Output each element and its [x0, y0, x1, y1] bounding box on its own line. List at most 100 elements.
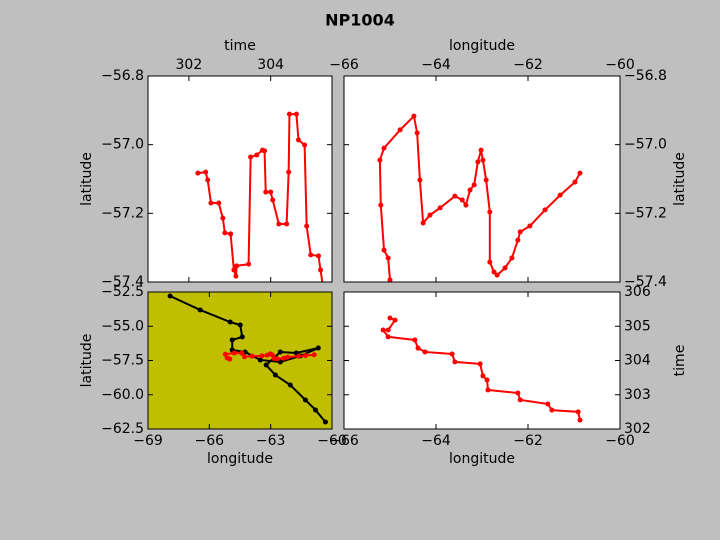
- point: [295, 137, 301, 143]
- point: [308, 252, 314, 258]
- point: [231, 350, 237, 356]
- point: [274, 356, 280, 362]
- point: [315, 345, 321, 351]
- point: [392, 317, 398, 323]
- point: [249, 353, 255, 359]
- point: [515, 390, 521, 396]
- x-tick-label: −66: [329, 57, 359, 73]
- plot-content: [167, 293, 328, 425]
- point: [515, 237, 521, 243]
- point: [449, 351, 455, 357]
- point: [233, 273, 239, 279]
- point: [287, 382, 293, 388]
- point: [228, 231, 234, 237]
- point: [167, 293, 173, 299]
- point: [304, 223, 310, 229]
- point: [257, 357, 263, 363]
- point: [302, 353, 308, 359]
- point: [411, 113, 417, 119]
- y-tick-label: −55.0: [101, 318, 144, 334]
- point: [381, 247, 387, 253]
- y-tick-label: −57.4: [624, 274, 667, 290]
- point: [284, 221, 290, 227]
- point: [241, 354, 247, 360]
- point: [270, 197, 276, 203]
- point: [197, 307, 203, 313]
- point: [293, 111, 299, 117]
- plot-area: [344, 76, 620, 282]
- point: [517, 229, 523, 235]
- y-tick-label: −56.8: [101, 68, 144, 84]
- point: [467, 187, 473, 193]
- point: [420, 220, 426, 226]
- point: [480, 373, 486, 379]
- point: [222, 351, 228, 357]
- point: [378, 202, 384, 208]
- point: [527, 223, 533, 229]
- y-tick-label: −52.5: [101, 284, 144, 300]
- point: [302, 397, 308, 403]
- point: [208, 200, 214, 206]
- point: [239, 334, 245, 340]
- plot-content: [380, 315, 583, 423]
- point: [262, 148, 268, 154]
- point: [285, 354, 291, 360]
- point: [381, 145, 387, 151]
- y-tick-label: 306: [624, 284, 651, 300]
- point: [387, 315, 393, 321]
- point: [452, 359, 458, 365]
- y-tick-label: −57.5: [101, 353, 144, 369]
- point: [254, 152, 260, 158]
- point: [259, 353, 265, 359]
- point: [478, 147, 484, 153]
- point: [322, 419, 328, 425]
- point: [276, 221, 282, 227]
- y-axis-label: latitude: [79, 334, 95, 388]
- point: [227, 319, 233, 325]
- plot-content: [195, 111, 325, 282]
- point: [491, 269, 497, 275]
- x-axis-label: time: [224, 38, 256, 54]
- point: [572, 179, 578, 185]
- x-tick-label: −60: [605, 433, 635, 449]
- point: [222, 230, 228, 236]
- point: [203, 169, 209, 175]
- x-tick-label: −66: [195, 433, 225, 449]
- x-tick-label: −69: [133, 433, 163, 449]
- point: [484, 377, 490, 383]
- point: [296, 353, 302, 359]
- plot-frame: [147, 75, 333, 283]
- point: [477, 361, 483, 367]
- point: [246, 261, 252, 267]
- x-axis-label: longitude: [449, 38, 515, 54]
- point: [577, 170, 583, 176]
- point: [577, 417, 583, 423]
- point: [575, 409, 581, 415]
- point: [387, 277, 393, 282]
- point: [487, 259, 493, 265]
- x-tick-label: −66: [329, 433, 359, 449]
- point: [385, 255, 391, 261]
- point: [277, 349, 283, 355]
- y-tick-label: −57.0: [624, 137, 667, 153]
- x-axis-label: longitude: [207, 451, 273, 467]
- point: [205, 177, 211, 183]
- x-tick-label: −60: [605, 57, 635, 73]
- point: [385, 334, 391, 340]
- point: [318, 267, 324, 273]
- y-tick-label: −57.2: [624, 205, 667, 221]
- point: [422, 349, 428, 355]
- point: [286, 169, 292, 175]
- point: [311, 352, 317, 358]
- plot-frame: [343, 75, 621, 283]
- point: [237, 322, 243, 328]
- point: [487, 209, 493, 215]
- point: [509, 255, 515, 261]
- point: [557, 192, 563, 198]
- y-tick-label: 302: [624, 421, 651, 437]
- point: [502, 265, 508, 271]
- point: [483, 177, 489, 183]
- x-tick-label: −62: [513, 57, 543, 73]
- y-tick-label: −57.2: [101, 205, 144, 221]
